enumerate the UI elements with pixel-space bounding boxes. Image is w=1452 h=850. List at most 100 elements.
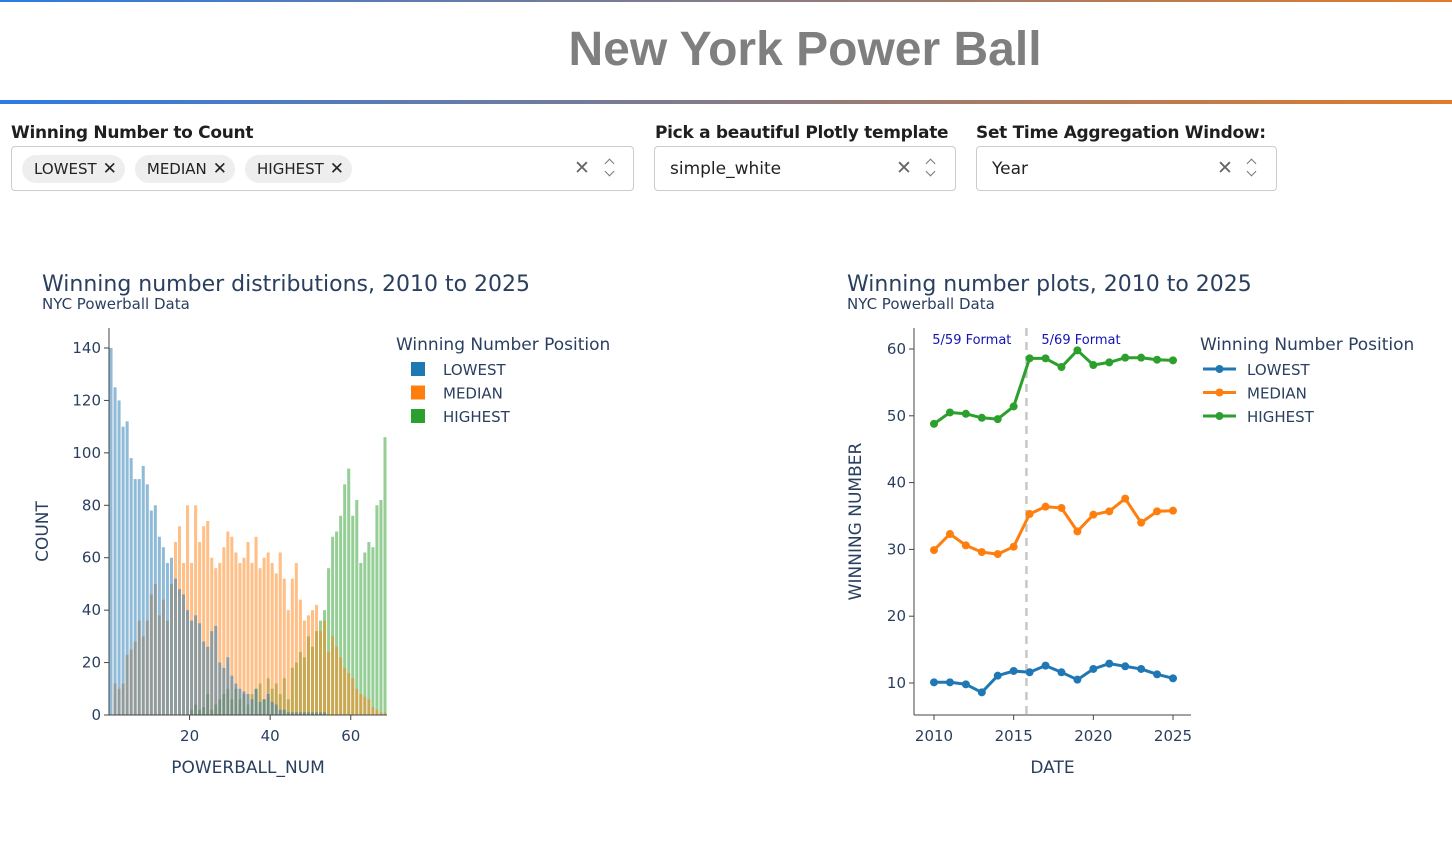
point-highest: [1041, 354, 1050, 363]
chip-median[interactable]: MEDIAN ✕: [134, 154, 236, 183]
bar-lowest: [254, 688, 258, 715]
bar-median: [282, 578, 286, 715]
bar-lowest: [290, 712, 294, 715]
bar-lowest: [298, 712, 302, 715]
bar-lowest: [266, 694, 270, 715]
bar-median: [194, 505, 198, 715]
bar-lowest: [113, 387, 117, 715]
point-median: [1089, 510, 1098, 519]
bar-lowest: [141, 465, 145, 715]
x-tick-label: 60: [341, 727, 360, 745]
bar-median: [363, 696, 367, 715]
template-select[interactable]: simple_white ✕: [654, 146, 956, 191]
bar-lowest: [302, 712, 306, 715]
chip-remove-icon[interactable]: ✕: [102, 158, 117, 179]
chevron-updown-icon[interactable]: [925, 158, 937, 178]
legend-swatch-median: [411, 385, 425, 400]
bar-lowest: [306, 712, 310, 715]
legend-item-lowest: LOWEST: [443, 361, 506, 379]
chip-remove-icon[interactable]: ✕: [329, 158, 345, 179]
bar-lowest: [149, 510, 153, 715]
bar-lowest: [262, 699, 266, 715]
bar-median: [250, 562, 254, 715]
bar-median: [270, 562, 274, 715]
bar-lowest: [218, 662, 222, 715]
bar-median: [343, 667, 347, 715]
point-highest: [977, 413, 986, 422]
point-median: [1025, 509, 1034, 518]
bar-highest: [327, 568, 331, 715]
bar-lowest: [194, 615, 198, 715]
clear-icon[interactable]: ✕: [1217, 158, 1233, 179]
series-line-highest: [933, 348, 1174, 426]
y-tick-label: 30: [887, 540, 906, 558]
bar-lowest: [169, 557, 173, 715]
point-lowest: [1025, 668, 1034, 677]
bar-lowest: [157, 536, 161, 715]
bar-lowest: [286, 712, 290, 715]
chevron-updown-icon[interactable]: [604, 158, 616, 178]
chip-lowest[interactable]: LOWEST ✕: [22, 154, 125, 183]
bar-highest: [371, 547, 375, 715]
legend-title: Winning Number Position: [396, 335, 610, 355]
bar-lowest: [145, 484, 149, 715]
template-select-value: simple_white: [670, 158, 782, 179]
legend-item-median: MEDIAN: [443, 385, 503, 403]
point-lowest: [1041, 661, 1050, 670]
bar-lowest: [323, 712, 327, 715]
bar-lowest: [129, 458, 133, 715]
bar-highest: [379, 500, 383, 715]
y-tick-label: 60: [887, 340, 906, 358]
legend-marker-median: [1215, 388, 1224, 397]
bar-median: [286, 610, 290, 715]
bar-highest: [375, 505, 379, 715]
bar-lowest: [222, 667, 226, 715]
bar-median: [379, 712, 383, 715]
legend-item-highest: HIGHEST: [1247, 408, 1315, 426]
bar-median: [258, 568, 262, 715]
annotation-5-69-format: 5/69 Format: [1041, 333, 1120, 348]
count-multiselect[interactable]: LOWEST ✕ MEDIAN ✕ HIGHEST ✕ ✕: [11, 146, 634, 191]
bar-highest: [359, 562, 363, 715]
chip-highest[interactable]: HIGHEST ✕: [245, 154, 353, 183]
bar-highest: [343, 484, 347, 715]
chevron-updown-icon[interactable]: [1246, 158, 1258, 178]
chip-remove-icon[interactable]: ✕: [212, 158, 228, 179]
y-tick-label: 40: [82, 601, 101, 619]
clear-icon[interactable]: ✕: [574, 158, 590, 179]
chip-label: LOWEST: [34, 159, 97, 178]
bar-highest: [383, 437, 387, 715]
template-select-label: Pick a beautiful Plotly template: [655, 123, 949, 143]
window-select[interactable]: Year ✕: [976, 146, 1277, 191]
bar-median: [371, 707, 375, 715]
bar-lowest: [250, 699, 254, 715]
bar-lowest: [258, 701, 262, 715]
page-title: New York Power Ball: [568, 23, 1042, 76]
legend-swatch-lowest: [411, 362, 425, 376]
x-axis-title: DATE: [1030, 758, 1074, 778]
bar-lowest: [165, 562, 169, 715]
chart-title: Winning number distributions, 2010 to 20…: [42, 272, 530, 297]
chart-subtitle: NYC Powerball Data: [42, 295, 190, 313]
bar-lowest: [274, 704, 278, 715]
legend-item-highest: HIGHEST: [443, 408, 511, 426]
bar-highest: [355, 500, 359, 715]
bar-median: [242, 557, 246, 715]
clear-icon[interactable]: ✕: [896, 158, 912, 179]
bar-lowest: [182, 594, 186, 715]
y-tick-label: 60: [82, 549, 101, 567]
bar-lowest: [310, 712, 314, 715]
y-tick-label: 10: [887, 674, 906, 692]
bar-lowest: [314, 712, 319, 715]
bar-median: [274, 573, 278, 715]
point-lowest: [1057, 668, 1066, 677]
top-accent-rule: [0, 0, 1452, 2]
bar-median: [367, 699, 371, 715]
bar-lowest: [214, 625, 218, 715]
bar-median: [359, 694, 363, 715]
bar-lowest: [206, 646, 210, 715]
point-median: [961, 541, 970, 550]
bar-median: [298, 599, 302, 715]
y-tick-label: 120: [72, 391, 101, 409]
bar-median: [351, 678, 355, 715]
